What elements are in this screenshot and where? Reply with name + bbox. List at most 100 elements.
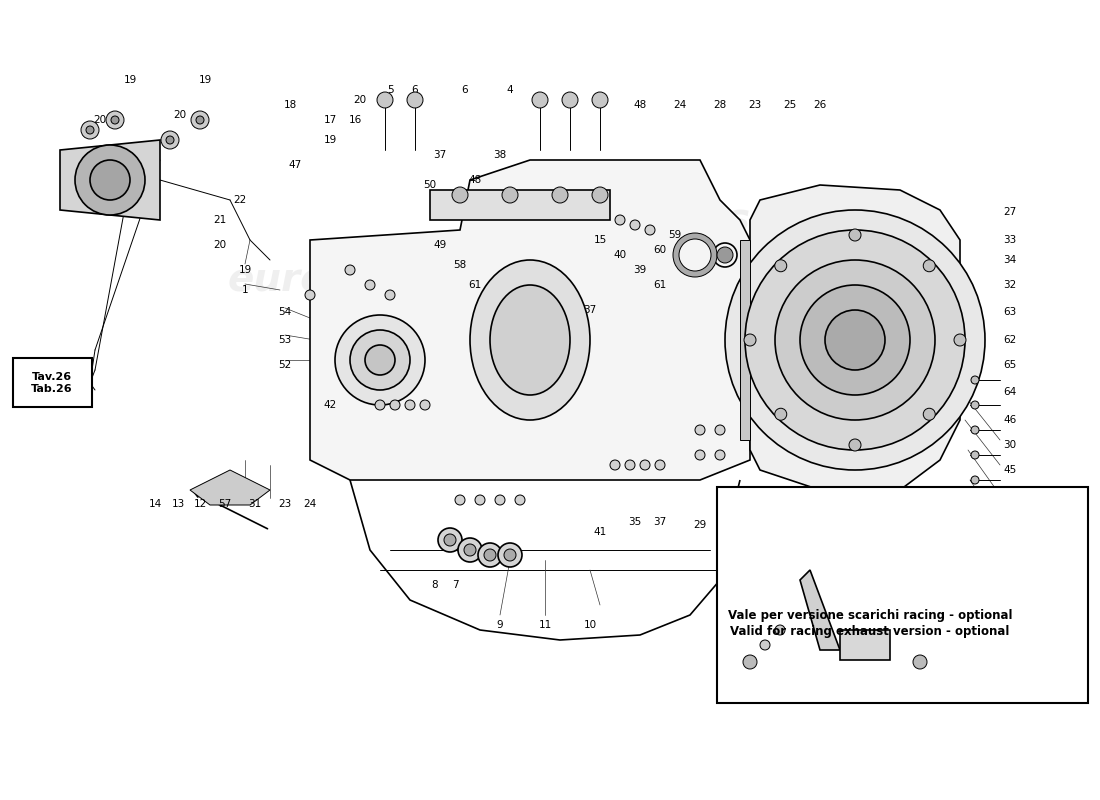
Text: 30: 30 (954, 535, 967, 545)
Text: 13: 13 (172, 499, 185, 509)
Text: 53: 53 (278, 335, 292, 345)
Text: 23: 23 (748, 100, 761, 110)
Text: 66: 66 (851, 670, 865, 680)
Circle shape (849, 229, 861, 241)
Circle shape (75, 145, 145, 215)
Circle shape (825, 310, 886, 370)
Text: 50: 50 (424, 180, 437, 190)
Circle shape (90, 160, 130, 200)
Circle shape (610, 460, 620, 470)
Bar (430, 190, 610, 220)
Text: 26: 26 (813, 100, 826, 110)
Text: 45: 45 (1003, 465, 1016, 475)
Circle shape (971, 451, 979, 459)
Text: 7: 7 (452, 580, 459, 590)
Circle shape (420, 400, 430, 410)
Text: 15: 15 (593, 235, 606, 245)
Circle shape (305, 290, 315, 300)
Circle shape (971, 401, 979, 409)
Circle shape (196, 116, 204, 124)
Text: 37: 37 (433, 150, 447, 160)
Circle shape (625, 460, 635, 470)
Text: 44: 44 (803, 520, 816, 530)
Text: 6: 6 (411, 85, 418, 95)
Circle shape (515, 495, 525, 505)
Circle shape (161, 131, 179, 149)
Circle shape (377, 92, 393, 108)
Circle shape (971, 426, 979, 434)
Text: 69: 69 (879, 668, 892, 678)
Text: 38: 38 (494, 150, 507, 160)
Polygon shape (740, 240, 750, 440)
Text: 63: 63 (1003, 307, 1016, 317)
Text: Tav.26
Tab.26: Tav.26 Tab.26 (31, 372, 73, 394)
Text: 43: 43 (928, 525, 942, 535)
Text: 57: 57 (219, 499, 232, 509)
Text: 14: 14 (148, 499, 162, 509)
Circle shape (350, 330, 410, 390)
Text: 51: 51 (483, 305, 496, 315)
Text: 31: 31 (249, 499, 262, 509)
Circle shape (971, 376, 979, 384)
Text: 20: 20 (353, 95, 366, 105)
Text: 59: 59 (669, 230, 682, 240)
Circle shape (455, 495, 465, 505)
Circle shape (81, 121, 99, 139)
Circle shape (800, 285, 910, 395)
Text: 64: 64 (1003, 387, 1016, 397)
FancyBboxPatch shape (13, 358, 92, 407)
Text: 8: 8 (337, 365, 343, 375)
Text: 18: 18 (284, 100, 297, 110)
Text: 19: 19 (123, 75, 136, 85)
Circle shape (776, 260, 935, 420)
Circle shape (191, 111, 209, 129)
Text: 37: 37 (653, 517, 667, 527)
Ellipse shape (490, 285, 570, 395)
Text: 19: 19 (323, 135, 337, 145)
Text: 20: 20 (213, 240, 227, 250)
Polygon shape (310, 160, 750, 480)
Circle shape (776, 625, 785, 635)
Text: 2: 2 (596, 100, 603, 110)
Text: 68: 68 (744, 668, 757, 678)
Circle shape (345, 265, 355, 275)
Text: 34: 34 (1003, 255, 1016, 265)
Circle shape (971, 501, 979, 509)
Circle shape (532, 92, 548, 108)
Text: 21: 21 (213, 215, 227, 225)
Text: 42: 42 (903, 525, 916, 535)
Text: 67: 67 (791, 650, 804, 660)
Text: 12: 12 (194, 499, 207, 509)
FancyBboxPatch shape (717, 487, 1088, 703)
Circle shape (375, 400, 385, 410)
Circle shape (954, 334, 966, 346)
Circle shape (774, 260, 786, 272)
Text: 36: 36 (779, 515, 792, 525)
Polygon shape (60, 140, 160, 220)
Circle shape (913, 655, 927, 669)
Circle shape (365, 280, 375, 290)
Text: 40: 40 (614, 250, 627, 260)
Circle shape (475, 495, 485, 505)
Text: 5: 5 (387, 85, 394, 95)
Text: 16: 16 (349, 115, 362, 125)
Text: 60: 60 (653, 245, 667, 255)
Text: Valid for racing exhaust version - optional: Valid for racing exhaust version - optio… (730, 626, 1010, 638)
Text: 6: 6 (462, 85, 469, 95)
Circle shape (645, 225, 654, 235)
Text: 42: 42 (838, 520, 851, 530)
Circle shape (715, 425, 725, 435)
Text: 58: 58 (453, 260, 466, 270)
Text: eurospares: eurospares (227, 261, 473, 299)
Text: 32: 32 (1003, 280, 1016, 290)
Circle shape (166, 136, 174, 144)
Circle shape (562, 92, 578, 108)
Text: 19: 19 (239, 265, 252, 275)
Circle shape (385, 290, 395, 300)
Text: 61: 61 (469, 280, 482, 290)
Text: 47: 47 (288, 160, 301, 170)
Circle shape (715, 450, 725, 460)
Text: 20: 20 (94, 115, 107, 125)
Polygon shape (800, 570, 840, 650)
Circle shape (630, 220, 640, 230)
